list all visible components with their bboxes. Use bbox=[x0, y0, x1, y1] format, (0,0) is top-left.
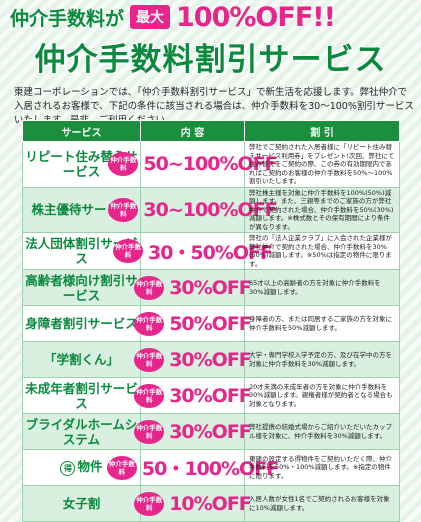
discount-note: 65才以上の高齢者の方を対象に仲介手数料を30%減額します。 bbox=[244, 269, 400, 306]
fee-badge: 仲介手数料 bbox=[106, 455, 137, 480]
service-name-cell: 未成年者割引サービス bbox=[22, 377, 141, 414]
service-name: 高齢者様向け割引サービス bbox=[25, 272, 138, 303]
fee-badge: 仲介手数料 bbox=[134, 491, 165, 516]
table-row: 法人団体割引サービス 仲介手数料 30・50%OFF 弊社の「法人企業クラブ」に入会さ… bbox=[22, 232, 400, 270]
service-name: 女子割 bbox=[62, 496, 101, 511]
table-row: 高齢者様向け割引サービス 仲介手数料 30%OFF 65才以上の高齢者の方を対象に仲介… bbox=[22, 269, 400, 306]
toku-mark-icon: 得 bbox=[60, 461, 76, 476]
discount-note: 東建の設定する得物件をご契約いただく際、仲介手数料を50%・100%減額します。… bbox=[244, 449, 400, 486]
service-name: 物件 bbox=[77, 459, 103, 474]
discount-note: 身障者の方、または同居するご家族の方を対象に仲介手数料を50%減額します。 bbox=[244, 305, 400, 342]
content-cell: 仲介手数料 30・50%OFF bbox=[112, 232, 273, 270]
content-cell: 仲介手数料 30~100%OFF bbox=[108, 186, 278, 233]
service-name-cell: 株主優待サービス bbox=[22, 186, 141, 233]
discount-value: 50%OFF bbox=[169, 312, 252, 335]
content-cell: 仲介手数料 30%OFF bbox=[134, 269, 252, 306]
header-service: サービス bbox=[22, 120, 141, 142]
discount-note: 入居人数が女性1名でご契約されるお客様を対象に10%減額します。 bbox=[244, 485, 400, 522]
discount-note: 20才未満の未成年者の方を対象に仲介手数料を30%減額します。親権者様が契約者と… bbox=[244, 377, 400, 414]
discount-note: 大学・専門学校入学予定の方、及び在学中の方を対象に仲介手数料を30%減額します。 bbox=[244, 341, 400, 378]
table-row: 身障者割引サービス 仲介手数料 50%OFF 身障者の方、または同居するご家族の方を対… bbox=[22, 305, 400, 342]
table-row: 株主優待サービス 仲介手数料 30~100%OFF 弊社株主様を対象に仲介手数料を10… bbox=[22, 186, 400, 233]
discount-value: 30%OFF bbox=[169, 348, 252, 371]
fee-badge: 仲介手数料 bbox=[134, 419, 165, 444]
service-name: 法人団体割引サービス bbox=[25, 236, 138, 266]
discount-value: 30%OFF bbox=[169, 276, 252, 299]
service-name: ブライダルホームシステム bbox=[25, 416, 138, 447]
discount-value: 50~100%OFF bbox=[143, 153, 277, 176]
discount-note: 弊社でご契約された入居者様に「リピート住み替えサービス利用券」をプレゼント!次回… bbox=[244, 141, 400, 188]
content-cell: 仲介手数料 50・100%OFF bbox=[106, 449, 279, 486]
header-discount: 割 引 bbox=[244, 120, 400, 142]
content-cell: 仲介手数料 50~100%OFF bbox=[108, 141, 278, 188]
service-name: 株主優待サービス bbox=[31, 202, 132, 218]
fee-badge: 仲介手数料 bbox=[108, 152, 139, 177]
table-row: リピート住み替えサービス 仲介手数料 50~100%OFF 弊社でご契約された入居者様… bbox=[22, 141, 400, 188]
fee-badge: 仲介手数料 bbox=[134, 311, 165, 336]
headline-prefix: 仲介手数料が bbox=[10, 7, 125, 30]
service-name-cell: 高齢者様向け割引サービス bbox=[22, 269, 141, 306]
discount-table: サービス 内 容 割 引 リピート住み替えサービス 仲介手数料 50~100%OFF… bbox=[22, 120, 400, 522]
table-header-row: サービス 内 容 割 引 bbox=[22, 120, 400, 142]
headline-top: 仲介手数料が 最大 100%OFF!! bbox=[10, 1, 336, 33]
page: 仲介手数料が 最大 100%OFF!! 仲介手数料割引サービス 東建コーポレーシ… bbox=[10, 1, 414, 522]
table-row: ブライダルホームシステム 仲介手数料 30%OFF 弊社提携の結婚式場からご紹介いただ… bbox=[22, 413, 400, 450]
fee-badge: 仲介手数料 bbox=[108, 197, 139, 222]
discount-value: 30・50%OFF bbox=[147, 241, 273, 264]
discount-note: 弊社の「法人企業クラブ」に入会された企業様が弊社仲介で契約された場合、仲介手数料… bbox=[244, 232, 400, 270]
service-name: 未成年者割引サービス bbox=[25, 380, 138, 411]
content-cell: 仲介手数料 10%OFF bbox=[134, 485, 252, 522]
service-name-cell: 「学割くん」 bbox=[22, 341, 141, 378]
service-name-cell: 女子割 bbox=[22, 485, 141, 522]
discount-value: 30~100%OFF bbox=[143, 198, 277, 221]
table-row: 未成年者割引サービス 仲介手数料 30%OFF 20才未満の未成年者の方を対象に仲介手… bbox=[22, 377, 400, 414]
discount-value: 30%OFF bbox=[169, 384, 252, 407]
headline-highlight: 100%OFF!! bbox=[176, 1, 336, 33]
discount-note: 弊社提携の結婚式場からご紹介いただいたカップル様を対象に、仲介手数料を30%減額… bbox=[244, 413, 400, 450]
table-row: 「学割くん」 仲介手数料 30%OFF 大学・専門学校入学予定の方、及び在学中の方を対… bbox=[22, 341, 400, 378]
fee-badge: 仲介手数料 bbox=[134, 347, 165, 372]
max-badge: 最大 bbox=[130, 5, 171, 29]
table-row: 得物件 仲介手数料 50・100%OFF 東建の設定する得物件をご契約いただく際、仲介… bbox=[22, 449, 400, 486]
table-row: 女子割 仲介手数料 10%OFF 入居人数が女性1名でご契約されるお客様を対象に10%… bbox=[22, 485, 400, 522]
content-cell: 仲介手数料 30%OFF bbox=[134, 341, 252, 378]
fee-badge: 仲介手数料 bbox=[134, 275, 165, 300]
service-name: 身障者割引サービス bbox=[25, 316, 138, 331]
fee-badge: 仲介手数料 bbox=[134, 383, 165, 408]
discount-value: 10%OFF bbox=[169, 492, 252, 515]
page-title: 仲介手数料割引サービス bbox=[34, 42, 387, 78]
discount-note: 弊社株主様を対象に仲介手数料を100%(50%)減額します。また、三親等までのご… bbox=[244, 186, 400, 233]
service-name: 「学割くん」 bbox=[43, 352, 119, 367]
fee-badge: 仲介手数料 bbox=[112, 239, 143, 263]
content-cell: 仲介手数料 30%OFF bbox=[134, 413, 252, 450]
service-name-cell: 身障者割引サービス bbox=[22, 305, 141, 342]
content-cell: 仲介手数料 30%OFF bbox=[134, 377, 252, 414]
header-content: 内 容 bbox=[140, 120, 245, 142]
discount-value: 50・100%OFF bbox=[141, 458, 279, 480]
discount-value: 30%OFF bbox=[169, 420, 252, 443]
content-cell: 仲介手数料 50%OFF bbox=[134, 305, 252, 342]
service-name-cell: ブライダルホームシステム bbox=[22, 413, 141, 450]
